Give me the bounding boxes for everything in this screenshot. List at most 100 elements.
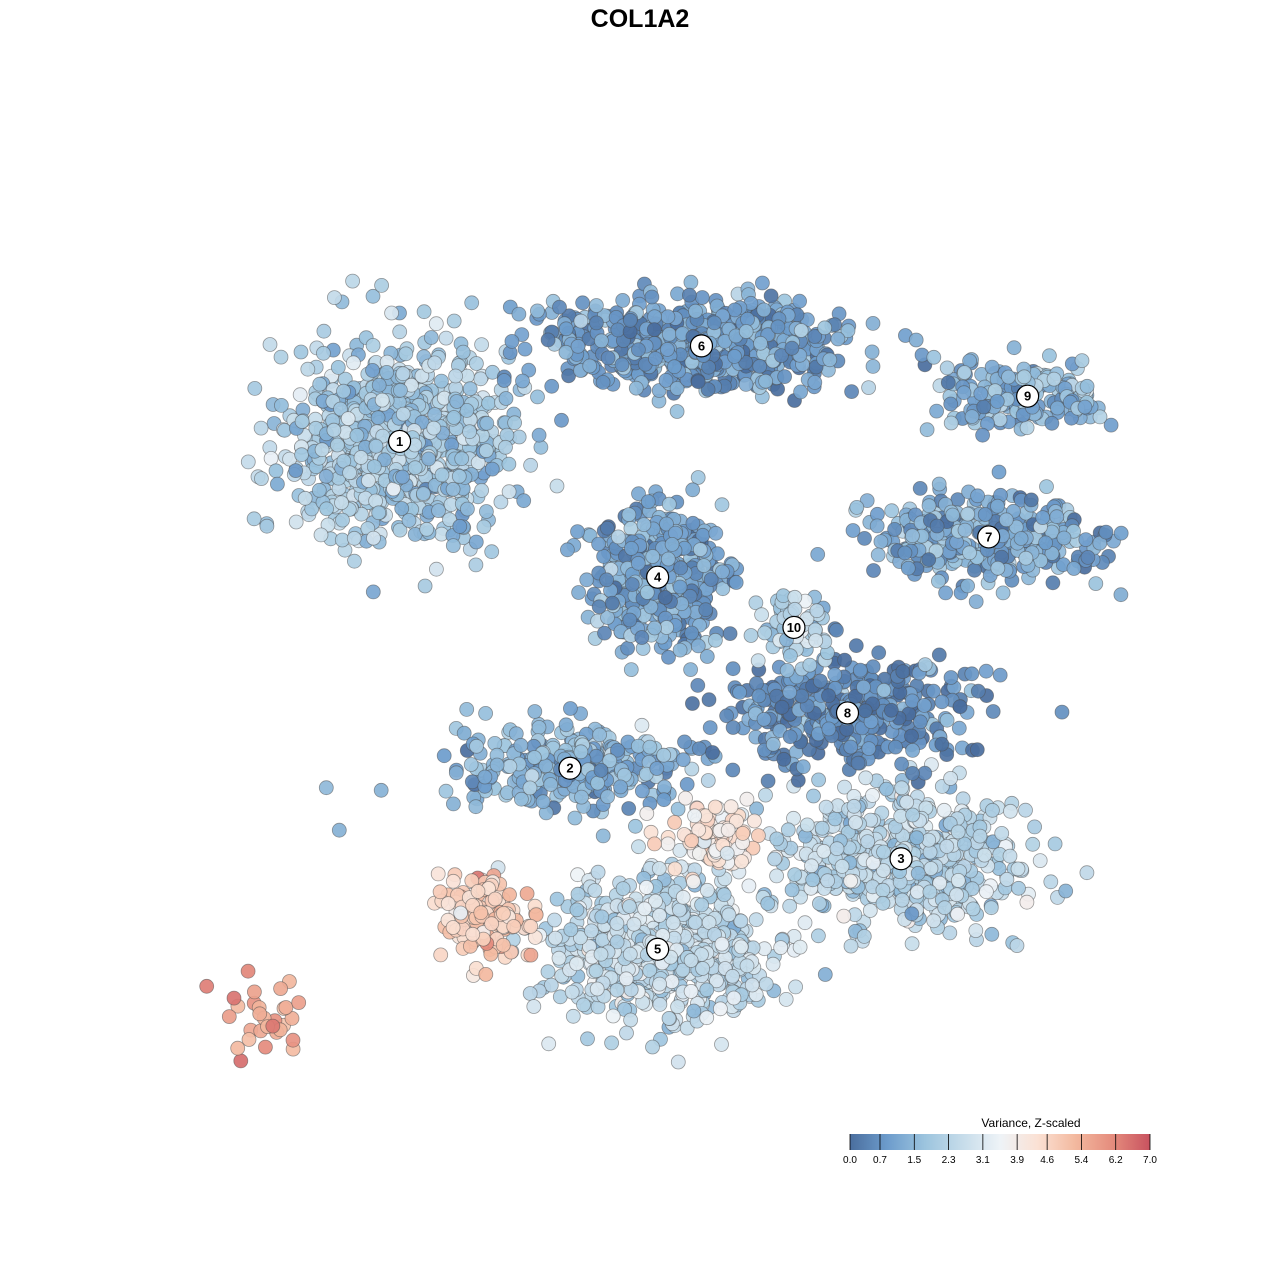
data-point [584,923,599,939]
data-point [419,521,435,537]
data-point [977,847,992,863]
data-point [738,324,754,339]
data-point [849,499,865,515]
data-point [531,720,547,735]
data-point [692,542,708,557]
data-point [758,976,774,992]
data-point [233,1053,249,1069]
data-point [445,796,461,812]
data-point [690,638,706,654]
data-point [787,867,803,882]
data-point [431,503,446,519]
data-point [705,745,720,760]
data-point [558,321,574,337]
data-point [1039,479,1054,495]
data-point [259,518,275,534]
data-point [426,420,442,436]
data-point [314,442,330,458]
data-point [417,578,433,594]
data-point [968,923,984,938]
data-point [468,356,484,371]
data-point [865,315,881,331]
data-point [970,683,986,699]
data-point [554,412,569,428]
data-point [368,438,384,454]
data-point [807,374,823,390]
data-point [398,346,414,362]
data-point [683,953,699,968]
data-point [226,990,242,1006]
data-point [604,595,620,611]
data-point [580,1031,595,1047]
data-point [702,720,718,735]
data-point [630,555,646,571]
data-point [983,900,999,916]
data-point [484,916,500,932]
data-point [957,365,972,380]
data-point [639,585,655,600]
data-point [940,375,956,391]
data-point [870,547,886,563]
data-point [592,727,607,743]
data-point [738,376,754,392]
data-point [371,505,387,521]
data-point [484,461,500,477]
data-point [268,463,284,479]
data-point [845,523,861,538]
data-point [1003,803,1018,819]
data-point [610,322,626,338]
data-point [240,454,256,470]
data-point [699,982,715,998]
data-point [743,628,759,643]
data-point [533,439,549,455]
data-point [459,702,475,717]
data-point [931,647,947,663]
data-point [683,274,699,290]
data-point [929,403,944,419]
data-point [682,287,697,303]
data-point [334,495,349,511]
data-point [860,834,876,849]
data-point [507,415,522,431]
data-point [919,422,935,438]
data-point [515,373,530,389]
data-point [844,384,859,400]
data-point [365,362,380,378]
data-point [910,884,925,900]
data-point [909,830,925,846]
data-point [605,1008,621,1024]
data-point [722,626,738,641]
data-point [446,410,462,425]
data-point [392,324,408,340]
data-point [939,360,955,376]
data-point [770,319,786,335]
data-point [446,313,462,329]
data-point [827,667,843,682]
data-point [876,682,892,698]
data-point [850,755,866,771]
data-point [620,640,635,656]
data-point [262,337,278,352]
data-point [594,333,609,349]
data-point [501,456,517,472]
data-point [990,498,1005,514]
data-point [313,527,329,543]
data-point [679,777,695,792]
data-point [513,737,529,753]
data-point [793,384,808,400]
data-point [430,866,446,882]
data-point [253,420,269,436]
data-point [563,922,579,938]
data-point [758,373,773,389]
data-point [943,415,959,431]
data-point [294,447,310,463]
data-point [949,887,964,903]
data-point [905,807,920,823]
data-point [647,309,662,325]
data-point [315,345,331,361]
data-point [1043,874,1059,890]
data-point [934,736,950,752]
data-point [769,868,784,884]
data-point [575,295,590,311]
data-point [582,358,598,374]
